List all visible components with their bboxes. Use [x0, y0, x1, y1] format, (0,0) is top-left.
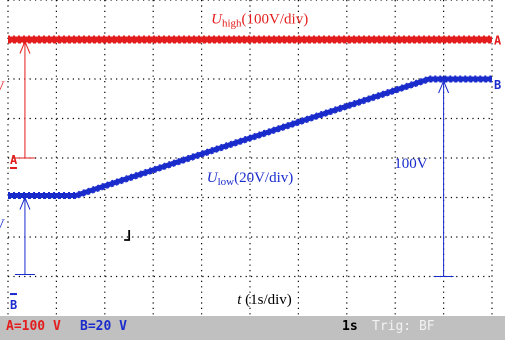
status-channel-a: A=100 V [6, 319, 61, 334]
status-trigger: Trig: BF [372, 319, 435, 334]
dim-40v-arrow [19, 196, 31, 210]
channel-b-label: Ulow(20V/div) [207, 170, 294, 188]
series-layer [8, 35, 492, 200]
trace-noise-top-b [8, 75, 492, 194]
trace-noise-bottom-b [8, 81, 492, 200]
x-axis-label: t (1s/div) [237, 292, 292, 308]
channel-markers: A B A B [10, 34, 502, 312]
dim-300v-label: 300V [0, 79, 5, 95]
dim-300v-arrow [19, 40, 31, 54]
marker-b-ground: B [10, 298, 17, 312]
status-channel-b: B=20 V [80, 319, 127, 334]
dim-100v-label: 100V [394, 156, 428, 172]
marker-b-right: B [494, 78, 501, 92]
status-bar [0, 316, 505, 340]
marker-b-ground-bar [10, 293, 17, 296]
annotation-layer: Uhigh(100V/div) Ulow(20V/div) t (1s/div) 30… [0, 12, 454, 308]
status-timebase: 1s [342, 319, 358, 334]
marker-a-ground: A [10, 153, 18, 167]
dim-100v-arrow [438, 79, 450, 94]
marker-a-ground-bar [10, 167, 17, 169]
dim-40v-label: 40V [0, 217, 5, 233]
marker-a-right: A [494, 34, 502, 48]
trigger-glyph [124, 230, 131, 241]
trace-channel-b [8, 76, 492, 199]
channel-a-label: Uhigh(100V/div) [211, 12, 308, 30]
